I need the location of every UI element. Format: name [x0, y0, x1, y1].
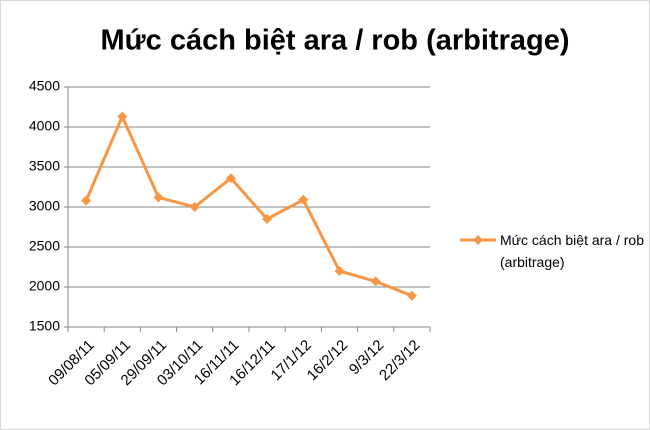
- x-tick-label: 22/3/12: [376, 337, 423, 384]
- y-tick-label: 3000: [29, 198, 60, 214]
- y-tick-label: 2000: [29, 278, 60, 294]
- data-point: [189, 202, 200, 212]
- data-point: [81, 195, 92, 206]
- y-tick-label: 4000: [29, 118, 60, 134]
- data-point: [262, 214, 273, 224]
- legend-marker: [473, 235, 483, 245]
- data-point: [334, 266, 345, 276]
- data-point: [406, 290, 417, 301]
- data-point: [117, 111, 128, 122]
- legend-label: Mức cách biệt ara / rob (arbitrage): [500, 232, 644, 270]
- x-tick-label: 16/2/12: [304, 337, 351, 384]
- data-point: [370, 276, 381, 287]
- y-tick-label: 1500: [29, 318, 60, 334]
- series-line: [84, 115, 413, 298]
- chart-title: Mức cách biệt ara / rob (arbitrage): [100, 25, 569, 57]
- data-point: [225, 173, 236, 184]
- y-tick-label: 3500: [29, 158, 60, 174]
- y-tick-label: 2500: [29, 238, 60, 254]
- data-point: [153, 192, 164, 203]
- data-point: [298, 194, 309, 205]
- y-tick-label: 4500: [29, 78, 60, 94]
